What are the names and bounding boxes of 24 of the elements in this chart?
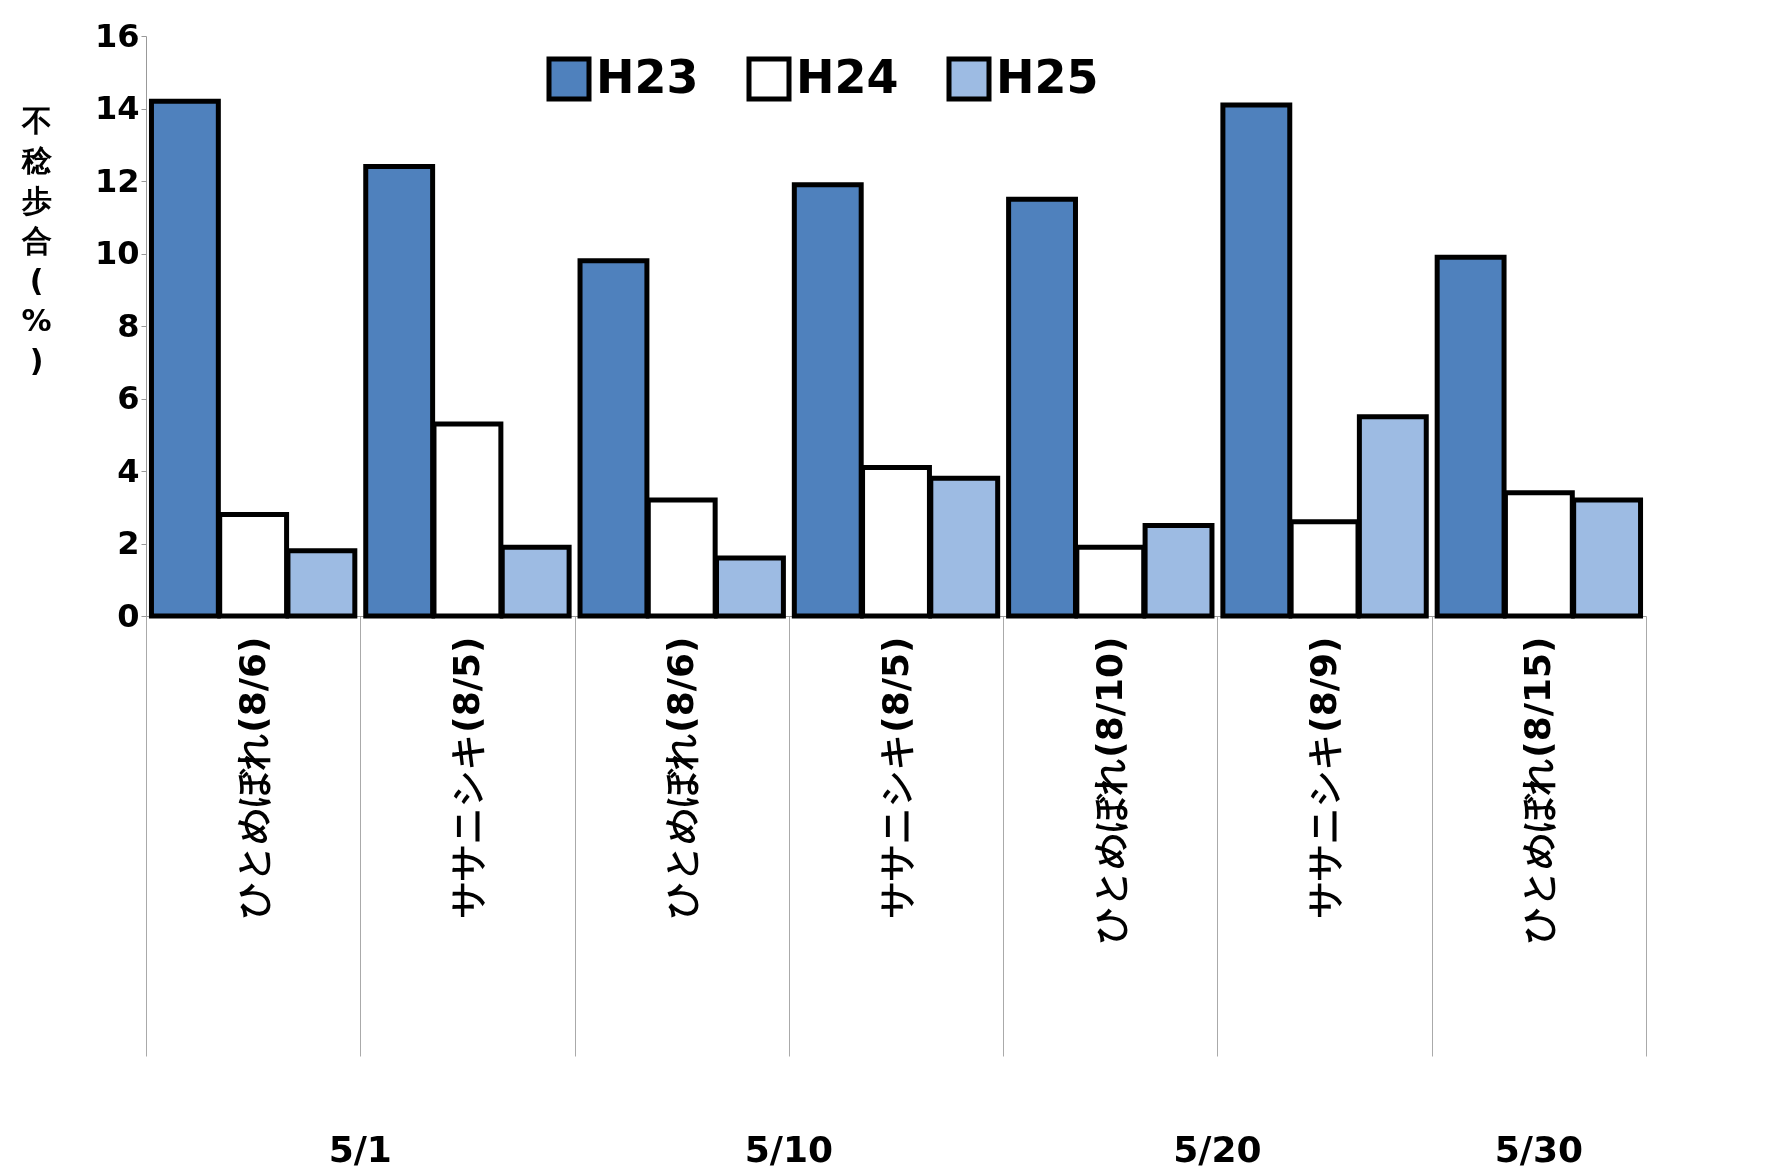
legend-label: H24 — [796, 50, 899, 104]
x-tick-label: ひとめぼれ(8/6) — [660, 636, 702, 918]
text: 5/1 — [328, 1129, 392, 1170]
x-tick-label: ひとめぼれ(8/15) — [1517, 636, 1559, 943]
text: 5/20 — [1173, 1129, 1262, 1170]
y-axis-title: 不稔歩合(%) — [20, 102, 53, 378]
legend-label: H25 — [996, 50, 1099, 104]
text: 5/10 — [744, 1129, 834, 1170]
x-tick-label: ササニシキ(8/9) — [1303, 636, 1345, 918]
y-tick-label: 8 — [117, 306, 140, 345]
y-tick-label: 14 — [94, 89, 140, 127]
x-tick-label: ササニシキ(8/5) — [445, 636, 487, 918]
x-tick-label: ひとめぼれ(8/10) — [1088, 636, 1130, 943]
y-tick-label: 2 — [117, 524, 140, 562]
x-tick-label: ひとめぼれ(8/6) — [231, 636, 273, 918]
legend-label: H23 — [596, 50, 699, 104]
y-tick-label: 12 — [94, 161, 140, 200]
y-tick-label: 4 — [117, 451, 140, 490]
text: 5/30 — [1494, 1129, 1584, 1170]
y-tick-label: 6 — [117, 379, 140, 417]
y-tick-label: 10 — [94, 234, 140, 272]
y-tick-label: 0 — [117, 596, 140, 635]
x-tick-label: ササニシキ(8/5) — [874, 636, 916, 918]
y-tick-label: 16 — [94, 16, 140, 55]
